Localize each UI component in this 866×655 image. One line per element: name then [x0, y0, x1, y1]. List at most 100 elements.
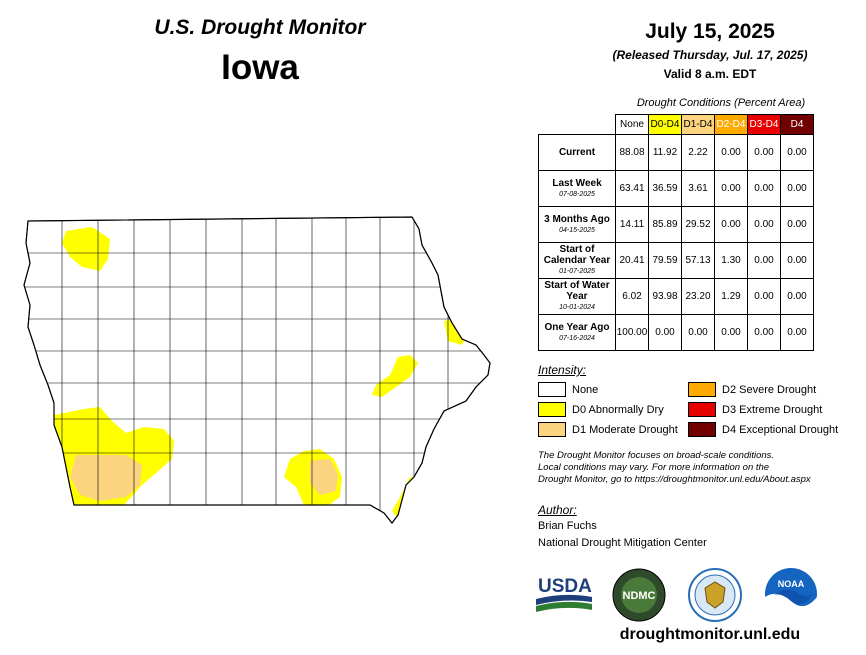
disclaimer-note: The Drought Monitor focuses on broad-sca… — [538, 450, 858, 486]
legend-label: None — [572, 383, 599, 396]
table-cell: 36.59 — [648, 170, 682, 207]
table-cell: 20.41 — [615, 242, 649, 279]
table-corner — [539, 115, 616, 135]
column-header-d3-d4: D3-D4 — [747, 114, 781, 135]
drought-conditions-table: None D0-D4 D1-D4 D2-D4 D3-D4 D4 Current 88.08 1… — [538, 114, 814, 351]
table-cell: 0.00 — [681, 314, 715, 351]
noaa-logo: NOAA — [765, 568, 817, 621]
table-cell: 0.00 — [780, 170, 814, 207]
legend-item-d2: D2 Severe Drought — [688, 382, 816, 397]
legend-swatch — [538, 422, 566, 437]
intensity-legend: None D0 Abnormally Dry D1 Moderate Droug… — [538, 382, 866, 442]
table-cell: 0.00 — [747, 134, 781, 171]
author-name: Brian Fuchs — [538, 520, 597, 532]
d1-area-south-central — [310, 459, 338, 495]
table-cell: 85.89 — [648, 206, 682, 243]
row-label-date: 07-08-2025 — [559, 190, 595, 198]
commerce-logo — [688, 568, 742, 622]
row-label-text: Current — [558, 147, 596, 158]
table-row: Start of Calendar Year 01-07-2025 20.41 79.… — [538, 242, 814, 279]
legend-swatch — [688, 402, 716, 417]
valid-time: Valid 8 a.m. EDT — [663, 67, 757, 81]
map-date: July 15, 2025 — [645, 20, 775, 43]
table-row: 3 Months Ago 04-15-2025 14.11 85.89 29.52 0.0… — [538, 206, 814, 243]
table-cell: 0.00 — [780, 242, 814, 279]
footer-url[interactable]: droughtmonitor.unl.edu — [619, 626, 801, 643]
note-line: The Drought Monitor focuses on broad-sca… — [538, 450, 775, 461]
table-cell: 0.00 — [714, 170, 748, 207]
legend-label: D4 Exceptional Drought — [722, 423, 839, 436]
table-cell: 57.13 — [681, 242, 715, 279]
legend-item-d1: D1 Moderate Drought — [538, 422, 678, 437]
legend-label: D0 Abnormally Dry — [572, 403, 664, 416]
table-cell: 29.52 — [681, 206, 715, 243]
table-cell: 3.61 — [681, 170, 715, 207]
table-cell: 6.02 — [615, 278, 649, 315]
table-cell: 0.00 — [747, 170, 781, 207]
table-cell: 63.41 — [615, 170, 649, 207]
row-label: Start of Calendar Year 01-07-2025 — [538, 242, 616, 279]
legend-label: D2 Severe Drought — [722, 383, 817, 396]
row-label: Start of Water Year 10-01-2024 — [538, 278, 616, 315]
table-cell: 0.00 — [747, 314, 781, 351]
row-label-text: Start of Water Year — [544, 280, 610, 302]
table-cell: 14.11 — [615, 206, 649, 243]
column-header-d2-d4: D2-D4 — [714, 114, 748, 135]
table-row: Current 88.08 11.92 2.22 0.00 0.00 0.00 — [538, 134, 814, 171]
legend-item-d0: D0 Abnormally Dry — [538, 402, 664, 417]
legend-swatch — [538, 402, 566, 417]
ndmc-logo-text: NDMC — [623, 590, 656, 602]
table-row: One Year Ago 07-16-2024 100.00 0.00 0.00 0.00… — [538, 314, 814, 351]
release-date: (Released Thursday, Jul. 17, 2025) — [612, 48, 808, 62]
legend-label: D3 Extreme Drought — [722, 403, 823, 416]
table-caption: Drought Conditions (Percent Area) — [636, 97, 806, 109]
table-row: Last Week 07-08-2025 63.41 36.59 3.61 0.00 0.0… — [538, 170, 814, 207]
row-label-date: 04-15-2025 — [559, 226, 595, 234]
legend-label: D1 Moderate Drought — [572, 423, 678, 436]
table-cell: 0.00 — [780, 278, 814, 315]
legend-item-none: None — [538, 382, 598, 397]
d0-area-east-central — [372, 355, 418, 397]
table-row: Start of Water Year 10-01-2024 6.02 93.98 23… — [538, 278, 814, 315]
row-label-date: 07-16-2024 — [559, 334, 595, 342]
table-cell: 88.08 — [615, 134, 649, 171]
table-cell: 0.00 — [714, 134, 748, 171]
column-header-d0-d4: D0-D4 — [648, 114, 682, 135]
d1-area-southwest — [70, 455, 142, 501]
column-header-none: None — [615, 114, 649, 135]
table-header-row: None D0-D4 D1-D4 D2-D4 D3-D4 D4 — [539, 114, 814, 135]
row-label: Last Week 07-08-2025 — [538, 170, 616, 207]
row-label: One Year Ago 07-16-2024 — [538, 314, 616, 351]
ndmc-logo: NDMC — [612, 568, 666, 622]
author-org: National Drought Mitigation Center — [538, 537, 707, 549]
table-cell: 0.00 — [648, 314, 682, 351]
column-header-d4: D4 — [780, 114, 814, 135]
table-cell: 100.00 — [615, 314, 649, 351]
legend-swatch — [538, 382, 566, 397]
legend-swatch — [688, 422, 716, 437]
table-cell: 0.00 — [747, 278, 781, 315]
table-cell: 79.59 — [648, 242, 682, 279]
table-cell: 0.00 — [714, 206, 748, 243]
table-cell: 1.29 — [714, 278, 748, 315]
iowa-drought-map — [23, 216, 491, 524]
table-cell: 0.00 — [714, 314, 748, 351]
usda-logo: USDA — [536, 576, 592, 612]
row-label: 3 Months Ago 04-15-2025 — [538, 206, 616, 243]
legend-swatch — [688, 382, 716, 397]
row-label-date: 10-01-2024 — [559, 304, 595, 311]
row-label-text: Last Week — [552, 177, 602, 189]
table-cell: 11.92 — [648, 134, 682, 171]
author-title: Author: — [538, 503, 577, 517]
usda-logo-text: USDA — [538, 576, 592, 597]
note-line: Local conditions may vary. For more info… — [538, 462, 770, 473]
d0-area-northeast — [444, 319, 466, 345]
table-cell: 0.00 — [747, 242, 781, 279]
column-header-d1-d4: D1-D4 — [681, 114, 715, 135]
legend-item-d3: D3 Extreme Drought — [688, 402, 822, 417]
table-cell: 1.30 — [714, 242, 748, 279]
legend-title: Intensity: — [538, 363, 587, 377]
row-label: Current — [538, 134, 616, 171]
note-line[interactable]: Drought Monitor, go to https://droughtmo… — [538, 474, 811, 485]
row-label-text: One Year Ago — [544, 321, 610, 333]
